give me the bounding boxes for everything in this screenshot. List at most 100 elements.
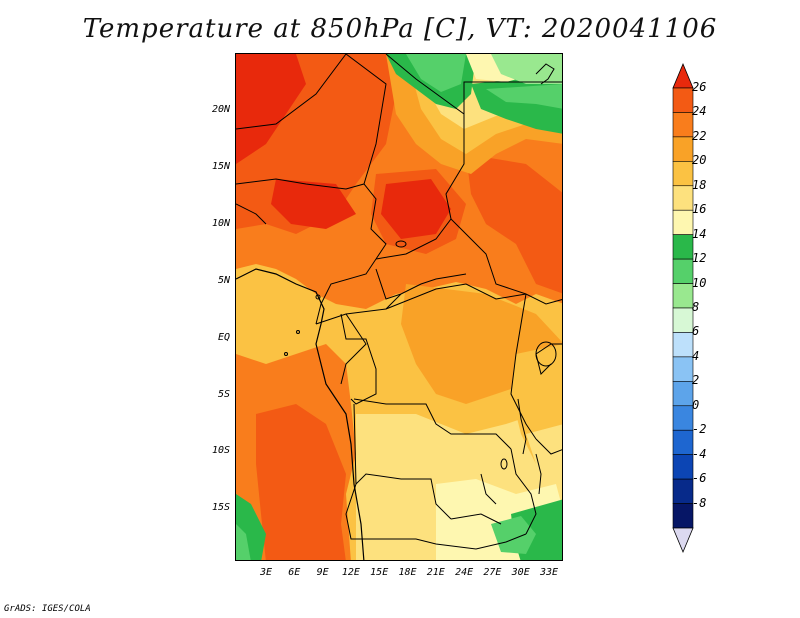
legend-label: 22 [692, 128, 707, 143]
field-sw-10 [236, 524, 251, 560]
latitude-label: 15S [211, 502, 230, 514]
border-line [450, 513, 502, 525]
lake-malawi [535, 453, 542, 495]
border-line [236, 54, 347, 130]
border-line [535, 438, 562, 455]
border-line [340, 313, 377, 405]
legend-label: -2 [692, 422, 707, 437]
legend-label: 24 [692, 104, 707, 119]
lakes [395, 240, 557, 495]
border-line [236, 178, 387, 260]
latitude-label: 10N [211, 217, 230, 229]
legend-swatch [672, 209, 694, 235]
coastline [236, 268, 365, 560]
islands [284, 294, 321, 356]
legend-swatch [672, 258, 694, 284]
lake-tanganyika [517, 398, 527, 455]
island [296, 330, 300, 334]
legend-swatch [672, 405, 694, 431]
longitude-label: 30E [511, 567, 530, 578]
legend-label: -6 [692, 471, 707, 486]
border-line [345, 54, 387, 185]
latitude-label: 5N [217, 274, 230, 286]
border-line [463, 81, 562, 114]
legend-label: -8 [692, 495, 707, 510]
longitude-label: 21E [426, 567, 445, 578]
latitude-label: 20N [211, 104, 230, 115]
longitude-label: 6E [288, 567, 301, 578]
legend-colorbar [672, 62, 694, 554]
legend-label: 2 [692, 373, 700, 388]
latitude-label: 10S [211, 445, 230, 457]
legend-swatch [672, 283, 694, 309]
legend-swatch [672, 161, 694, 187]
longitude-label: 15E [370, 567, 389, 578]
island [315, 294, 321, 300]
border-line [375, 218, 527, 295]
longitude-label: 9E [316, 567, 329, 578]
lake-chad [395, 240, 407, 248]
field-north-8 [491, 54, 562, 84]
field-north-24 [236, 54, 562, 294]
border-line [385, 283, 562, 310]
border-line [480, 473, 497, 505]
border-line [510, 293, 537, 440]
border-line [315, 313, 367, 385]
temperature-map [235, 53, 563, 561]
legend-label: 18 [692, 177, 707, 192]
legend-top-arrow [672, 62, 694, 89]
chart-title: Temperature at 850hPa [C], VT: 202004110… [82, 14, 718, 44]
legend-label: 12 [692, 251, 707, 266]
longitude-label: 3E [259, 567, 273, 578]
legend-label: 6 [692, 324, 700, 339]
legend-swatch [672, 429, 694, 455]
legend-swatch [672, 503, 694, 529]
latitude-label: 15N [211, 160, 230, 172]
longitude-label: 18E [398, 567, 417, 578]
longitude-label: 24E [455, 567, 474, 578]
border-line [345, 403, 527, 550]
legend-label: 10 [692, 275, 707, 290]
color-legend: 26 24 22 20 18 16 14 12 10 8 6 4 2 0 -2 -4 -6 -8 [670, 62, 790, 562]
field-north-26 [236, 54, 451, 239]
country-borders [236, 54, 562, 550]
legend-swatch [672, 332, 694, 358]
grads-credit: GrADS: IGES/COLA [4, 604, 91, 614]
island [284, 352, 288, 356]
legend-swatch [672, 112, 694, 138]
legend-label: 26 [692, 80, 707, 94]
legend-swatch [672, 356, 694, 382]
legend-label: 20 [692, 153, 707, 168]
legend-label: 14 [692, 226, 707, 241]
field-north-10 [406, 54, 562, 109]
lake-mweru [500, 458, 508, 470]
longitude-label: 33E [539, 567, 559, 578]
legend-label: 4 [692, 348, 700, 363]
legend-label: 16 [692, 202, 707, 217]
border-line [385, 54, 465, 220]
legend-swatch [672, 185, 694, 211]
coastline-northeast [535, 63, 555, 85]
border-line [355, 473, 452, 520]
legend-swatch [672, 87, 694, 113]
latitude-label: 5S [217, 388, 230, 400]
legend-swatch [672, 381, 694, 407]
longitude-label: 27E [483, 567, 502, 578]
field-east-16 [526, 424, 562, 484]
legend-swatch [672, 234, 694, 260]
legend-label: 8 [692, 300, 700, 314]
border-line [375, 268, 467, 300]
legend-label: -4 [692, 446, 707, 461]
border-line [315, 258, 377, 325]
legend-swatch [672, 307, 694, 333]
legend-swatch [672, 454, 694, 480]
legend-swatch [672, 478, 694, 504]
legend-bottom-arrow [672, 527, 694, 554]
field-coast-24 [256, 404, 346, 560]
legend-label: 0 [692, 397, 700, 412]
border-line [510, 448, 537, 535]
border-line [353, 398, 512, 450]
field-se-10 [491, 516, 536, 554]
longitude-label: 12E [341, 567, 360, 578]
border-line [236, 203, 267, 225]
